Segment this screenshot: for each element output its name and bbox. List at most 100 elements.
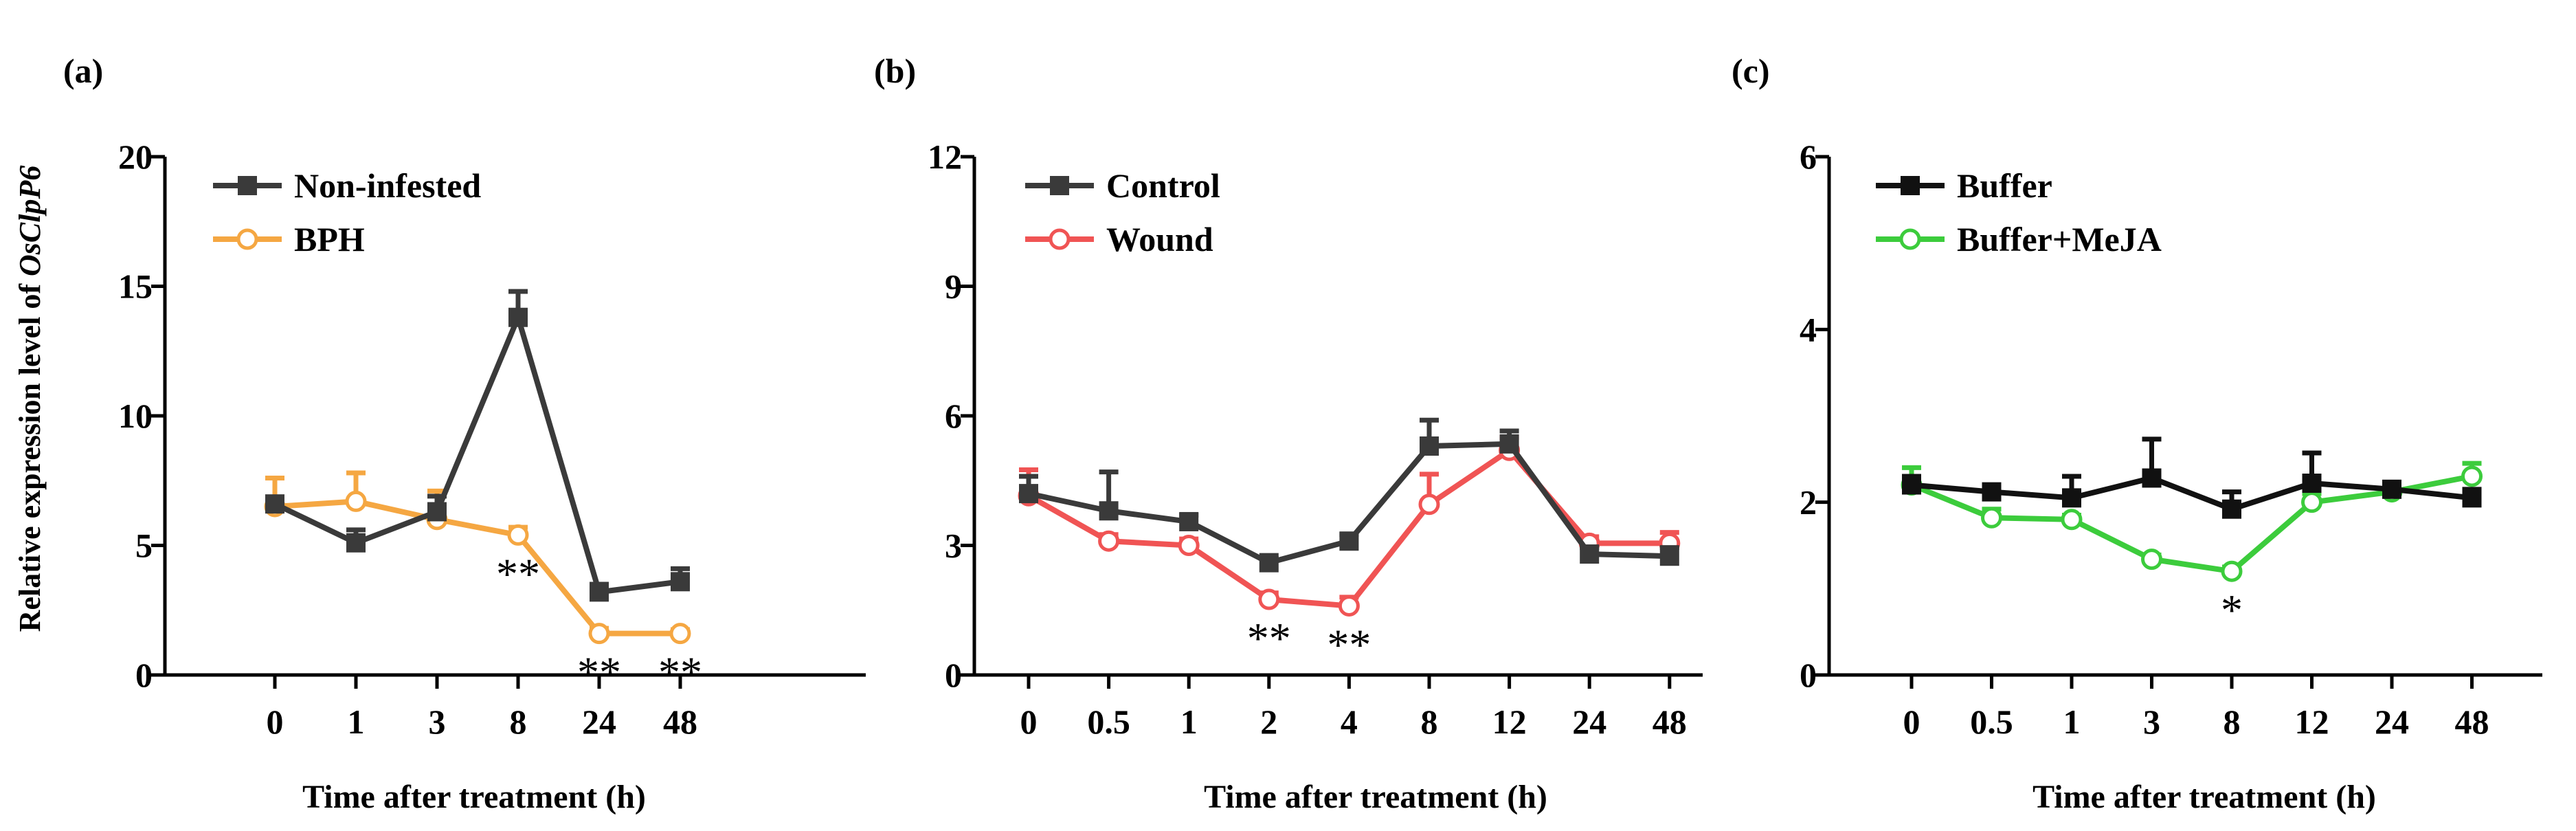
x-tick-label: 24 (1572, 702, 1606, 741)
data-point (669, 623, 691, 645)
x-tick-label: 8 (2224, 702, 2241, 741)
x-axis-title: Time after treatment (h) (1204, 779, 1547, 815)
data-point (2061, 509, 2083, 531)
data-point (1099, 501, 1119, 521)
legend-label: Non-infested (294, 166, 481, 205)
y-tick-label: 2 (1800, 483, 1817, 522)
series-line (1910, 474, 2473, 575)
significance-mark: ** (1247, 614, 1291, 663)
y-tick-label: 5 (135, 527, 153, 565)
chart-panel-a: (a) 0 5 10 15 20 0 1 3 8 24 48 Time after treatment … (63, 52, 866, 815)
legend-label: BPH (294, 220, 365, 258)
data-point (346, 533, 366, 553)
significance-mark: ** (658, 648, 702, 697)
data-point (2462, 488, 2482, 508)
data-point (2141, 549, 2162, 570)
x-tick-label: 0.5 (1087, 702, 1130, 741)
y-tick-label: 0 (1800, 656, 1817, 694)
x-tick-label: 3 (2143, 702, 2160, 741)
y-tick-label: 0 (135, 656, 153, 694)
x-tick-label: 48 (663, 702, 697, 741)
data-point (2461, 465, 2483, 487)
legend-marker (1050, 176, 1069, 195)
x-tick-label: 24 (2375, 702, 2409, 741)
legend-label: Buffer+MeJA (1957, 220, 2162, 258)
panel-label: (a) (63, 52, 103, 90)
y-tick-label: 9 (945, 267, 962, 306)
x-tick-label: 0 (267, 702, 284, 741)
x-tick-label: 0.5 (1970, 702, 2013, 741)
x-tick-label: 24 (582, 702, 616, 741)
data-point (2301, 491, 2322, 513)
data-point (345, 490, 367, 512)
series-wound (1018, 434, 1681, 617)
y-tick-label: 20 (118, 137, 153, 176)
data-point (1981, 507, 2002, 529)
x-tick-label: 12 (1492, 702, 1527, 741)
x-tick-label: 4 (1341, 702, 1358, 741)
data-point (1339, 531, 1359, 551)
data-point (1418, 494, 1440, 516)
data-point (2302, 474, 2322, 494)
data-point (588, 623, 610, 645)
series-line (273, 309, 681, 595)
data-point (1580, 544, 1600, 564)
y-tick-label: 3 (945, 527, 962, 565)
series-line (1911, 475, 2472, 512)
x-tick-label: 1 (348, 702, 365, 741)
data-point (1338, 595, 1360, 617)
x-axis-title: Time after treatment (h) (302, 779, 646, 815)
series-control (1019, 417, 1679, 573)
y-tick-label: 6 (1800, 137, 1817, 176)
legend-marker (1899, 228, 1921, 250)
series-buffer (1902, 436, 2482, 519)
legend-marker (1901, 176, 1920, 195)
data-point (507, 524, 529, 546)
legend-label: Buffer (1957, 166, 2052, 205)
data-point (671, 572, 690, 592)
series-bph (264, 470, 691, 645)
x-tick-label: 1 (1180, 702, 1198, 741)
data-point (1178, 535, 1200, 556)
panel-label: (b) (874, 52, 916, 90)
y-tick-label: 4 (1800, 310, 1817, 348)
y-tick-label: 15 (118, 267, 153, 306)
data-point (1982, 482, 2002, 502)
series-buffer-meja (1901, 461, 2483, 582)
data-point (590, 582, 609, 602)
significance-mark: * (2221, 586, 2243, 634)
data-point (2062, 488, 2081, 508)
y-tick-label: 10 (118, 397, 153, 435)
series-line (274, 498, 680, 636)
legend-marker (236, 228, 258, 250)
series-non-infested (265, 289, 690, 602)
data-point (2142, 468, 2162, 488)
data-point (1659, 546, 1679, 566)
significance-mark: ** (577, 648, 621, 697)
x-tick-label: 0 (1020, 702, 1038, 741)
x-axis-title: Time after treatment (h) (2032, 779, 2376, 815)
y-tick-label: 0 (945, 656, 962, 694)
y-tick-label: 6 (945, 397, 962, 435)
data-point (1902, 475, 1921, 495)
x-tick-label: 12 (2295, 702, 2329, 741)
x-tick-label: 48 (1653, 702, 1687, 741)
data-point (1098, 530, 1120, 552)
legend-marker (1049, 228, 1071, 250)
x-tick-label: 2 (1260, 702, 1277, 741)
data-point (2221, 560, 2243, 582)
x-tick-label: 8 (510, 702, 527, 741)
x-tick-label: 48 (2455, 702, 2489, 741)
x-tick-label: 3 (429, 702, 446, 741)
legend-label: Control (1106, 166, 1220, 205)
data-point (1258, 588, 1280, 610)
y-tick-label: 12 (928, 137, 962, 176)
data-point (1259, 553, 1279, 573)
data-point (1019, 484, 1038, 504)
x-tick-label: 1 (2063, 702, 2081, 741)
data-point (508, 307, 528, 327)
data-point (2222, 499, 2241, 519)
